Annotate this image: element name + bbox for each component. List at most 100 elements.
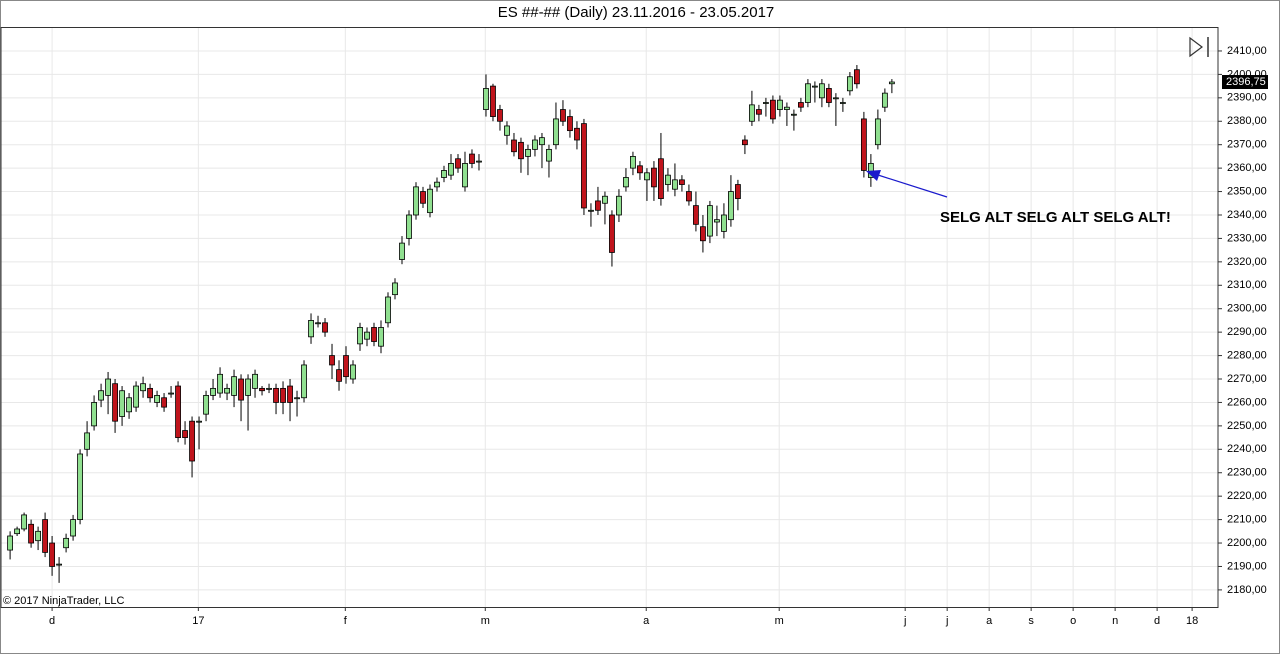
y-tick-label: 2240,00	[1227, 443, 1267, 455]
grid	[1, 28, 1218, 607]
y-tick-label: 2190,00	[1227, 560, 1267, 572]
candle-body	[329, 355, 335, 366]
candle-body	[217, 373, 223, 394]
candle-body	[7, 535, 13, 551]
candle-body	[336, 369, 342, 382]
candle-body	[811, 85, 818, 88]
candle-body	[343, 355, 349, 378]
candle-body	[581, 123, 587, 209]
candle-body	[280, 387, 286, 403]
candle-body	[420, 191, 426, 204]
candle-body	[273, 387, 279, 403]
candle-body	[322, 322, 328, 333]
candle-body	[784, 106, 790, 110]
annotation: SELG ALT SELG ALT SELG ALT!	[940, 209, 1171, 226]
candle-body	[259, 387, 265, 392]
candle-body	[511, 139, 517, 153]
y-tick-label: 2300,00	[1227, 303, 1267, 315]
candle-body	[63, 537, 69, 549]
candle-body	[245, 378, 251, 396]
y-tick-label: 2250,00	[1227, 420, 1267, 432]
candle-body	[112, 383, 118, 422]
x-tick-label: 18	[1186, 615, 1198, 627]
candle-body	[434, 181, 440, 188]
scroll-icon[interactable]	[1189, 36, 1209, 58]
candle-body	[350, 364, 356, 380]
y-tick-label: 2340,00	[1227, 209, 1267, 221]
y-tick-label: 2220,00	[1227, 490, 1267, 502]
candle-body	[378, 327, 384, 347]
candle-body	[637, 165, 643, 174]
candle-body	[126, 397, 132, 413]
x-tick-label: j	[945, 615, 948, 627]
candle-body	[238, 378, 244, 401]
candle-body	[518, 141, 524, 160]
x-tick-label: d	[49, 615, 55, 627]
candle-body	[735, 184, 741, 199]
last-price-box	[1222, 75, 1268, 90]
candle-body	[791, 113, 797, 116]
candle-body	[539, 137, 545, 146]
x-tick-label: s	[1028, 615, 1034, 627]
candle-body	[763, 102, 769, 104]
arrow-head	[866, 170, 881, 181]
candle-body	[693, 205, 699, 225]
candle-body	[721, 214, 727, 232]
candle-body	[371, 327, 377, 342]
y-tick-label: 2310,00	[1227, 279, 1267, 291]
candle-body	[441, 170, 447, 178]
x-tick-label: d	[1154, 615, 1160, 627]
candle-body	[35, 530, 41, 542]
candle-body	[469, 153, 475, 164]
y-tick-label: 2380,00	[1227, 115, 1267, 127]
candle-body	[728, 191, 734, 221]
candle-body	[357, 327, 363, 345]
candle-body	[49, 542, 55, 567]
candle-body	[686, 191, 692, 202]
y-tick-label: 2370,00	[1227, 139, 1267, 151]
x-tick-label: o	[1070, 615, 1076, 627]
y-tick-label: 2280,00	[1227, 349, 1267, 361]
x-tick-label: j	[903, 615, 906, 627]
candle-body	[203, 395, 209, 415]
y-tick-label: 2330,00	[1227, 232, 1267, 244]
candle-body	[266, 387, 272, 390]
x-tick-label: 17	[192, 615, 204, 627]
candle-body	[385, 296, 391, 324]
candle-body	[210, 387, 216, 396]
y-tick-label: 2260,00	[1227, 396, 1267, 408]
y-tick-label: 2410,00	[1227, 45, 1267, 57]
candle-body	[602, 195, 608, 204]
candle-body	[777, 99, 783, 110]
candle-body	[497, 109, 503, 122]
candle-body	[154, 395, 160, 403]
candle-body	[504, 125, 510, 136]
y-tick-label: 2320,00	[1227, 256, 1267, 268]
candle-body	[588, 209, 594, 212]
candle-body	[91, 402, 97, 427]
candle-body	[406, 214, 412, 239]
candle-body	[665, 174, 671, 185]
candle-body	[839, 102, 846, 104]
copyright: © 2017 NinjaTrader, LLC	[3, 595, 124, 607]
candle-body	[874, 118, 881, 146]
y-tick-label: 2350,00	[1227, 185, 1267, 197]
candle-body	[84, 432, 90, 450]
x-tick-label: m	[481, 615, 490, 627]
candle-body	[427, 188, 433, 214]
candle-body	[98, 390, 104, 401]
candle-body	[399, 242, 405, 260]
y-tick-label: 2210,00	[1227, 514, 1267, 526]
candle-body	[853, 69, 860, 85]
candle-body	[742, 139, 748, 146]
candle-body	[714, 219, 720, 223]
candle-body	[770, 99, 776, 120]
plot-border	[0, 27, 1219, 608]
chart-title: ES ##-## (Daily) 23.11.2016 - 23.05.2017	[498, 4, 775, 21]
candle-body	[301, 364, 307, 399]
candle-body	[77, 453, 83, 520]
candles	[7, 65, 895, 583]
candle-body	[832, 97, 839, 100]
y-tick-label: 2390,00	[1227, 92, 1267, 104]
